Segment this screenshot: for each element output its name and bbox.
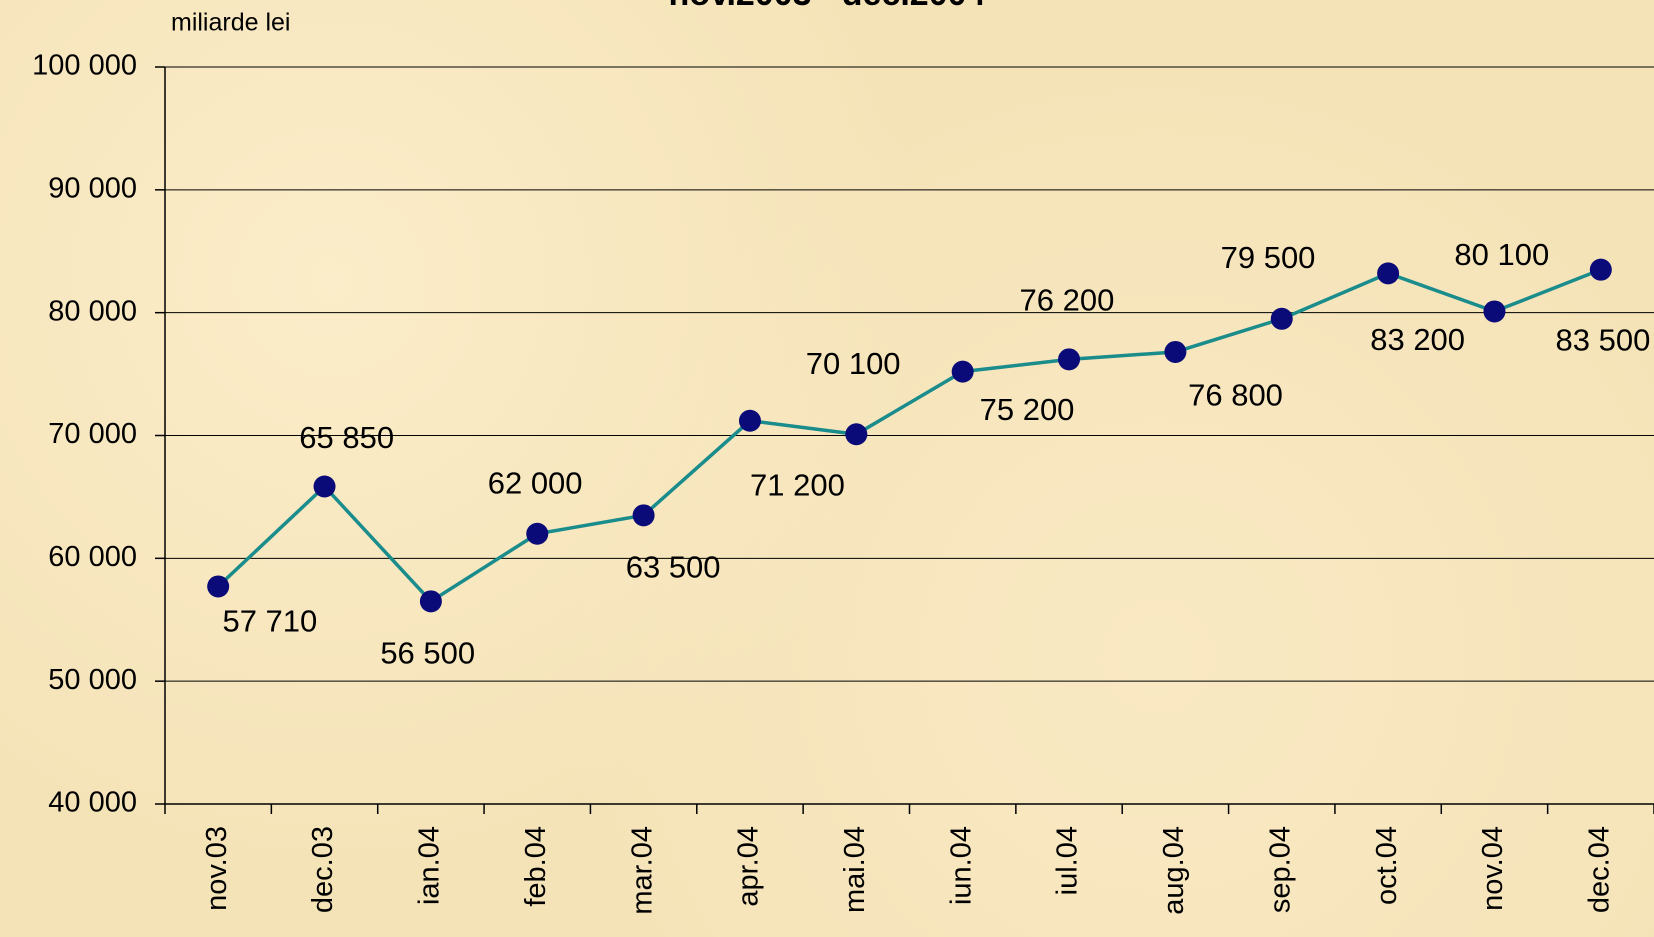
data-label: 71 200 — [750, 467, 845, 502]
chart-title: nov.2003 - dec.2004 — [669, 0, 986, 13]
marker — [1270, 307, 1293, 330]
y-tick-label: 70 000 — [48, 418, 137, 450]
marker — [1377, 262, 1400, 285]
y-tick-label: 90 000 — [48, 172, 137, 204]
x-tick-label: nov.04 — [1477, 826, 1509, 911]
x-tick-label: iun.04 — [945, 826, 977, 905]
line-series — [216, 268, 1602, 604]
marker — [419, 590, 442, 613]
marker — [1164, 340, 1187, 363]
x-tick-label: dec.04 — [1583, 826, 1615, 913]
x-tick-label: sep.04 — [1264, 826, 1296, 913]
marker — [951, 360, 974, 383]
x-tick-label: aug.04 — [1158, 826, 1190, 915]
marker — [845, 423, 868, 446]
marker — [1058, 348, 1081, 371]
data-label: 79 500 — [1221, 240, 1316, 275]
data-label: 83 200 — [1370, 322, 1465, 357]
y-tick-label: 100 000 — [32, 50, 137, 82]
marker — [738, 409, 761, 432]
x-tick-label: feb.04 — [520, 826, 552, 907]
y-axis-label: miliarde lei — [171, 9, 290, 37]
data-label: 70 100 — [806, 346, 901, 381]
x-tick-label: apr.04 — [733, 826, 765, 907]
data-label: 65 850 — [299, 420, 394, 455]
y-tick-label: 60 000 — [48, 541, 137, 573]
marker — [313, 475, 336, 498]
marker — [632, 504, 655, 527]
x-tick-label: oct.04 — [1371, 826, 1403, 905]
data-label: 63 500 — [626, 549, 721, 584]
data-label: 57 710 — [222, 604, 317, 639]
data-label: 76 200 — [1020, 283, 1115, 318]
x-tick-label: nov.03 — [201, 826, 233, 911]
data-label: 76 800 — [1188, 378, 1283, 413]
y-tick-label: 50 000 — [48, 664, 137, 696]
marker — [1589, 258, 1612, 281]
x-tick-label: iul.04 — [1052, 826, 1084, 895]
data-label: 56 500 — [380, 635, 475, 670]
marker — [207, 575, 230, 598]
x-tick-label: mar.04 — [626, 826, 658, 915]
x-tick-label: dec.03 — [307, 826, 339, 913]
data-label: 83 500 — [1556, 323, 1651, 358]
x-tick-label: ian.04 — [414, 826, 446, 905]
y-tick-label: 80 000 — [48, 295, 137, 327]
y-tick-label: 40 000 — [48, 787, 137, 819]
data-label: 80 100 — [1454, 237, 1549, 272]
data-label: 75 200 — [980, 392, 1075, 427]
data-label: 62 000 — [488, 465, 583, 500]
marker — [526, 522, 549, 545]
x-tick-label: mai.04 — [839, 826, 871, 913]
marker — [1483, 300, 1506, 323]
